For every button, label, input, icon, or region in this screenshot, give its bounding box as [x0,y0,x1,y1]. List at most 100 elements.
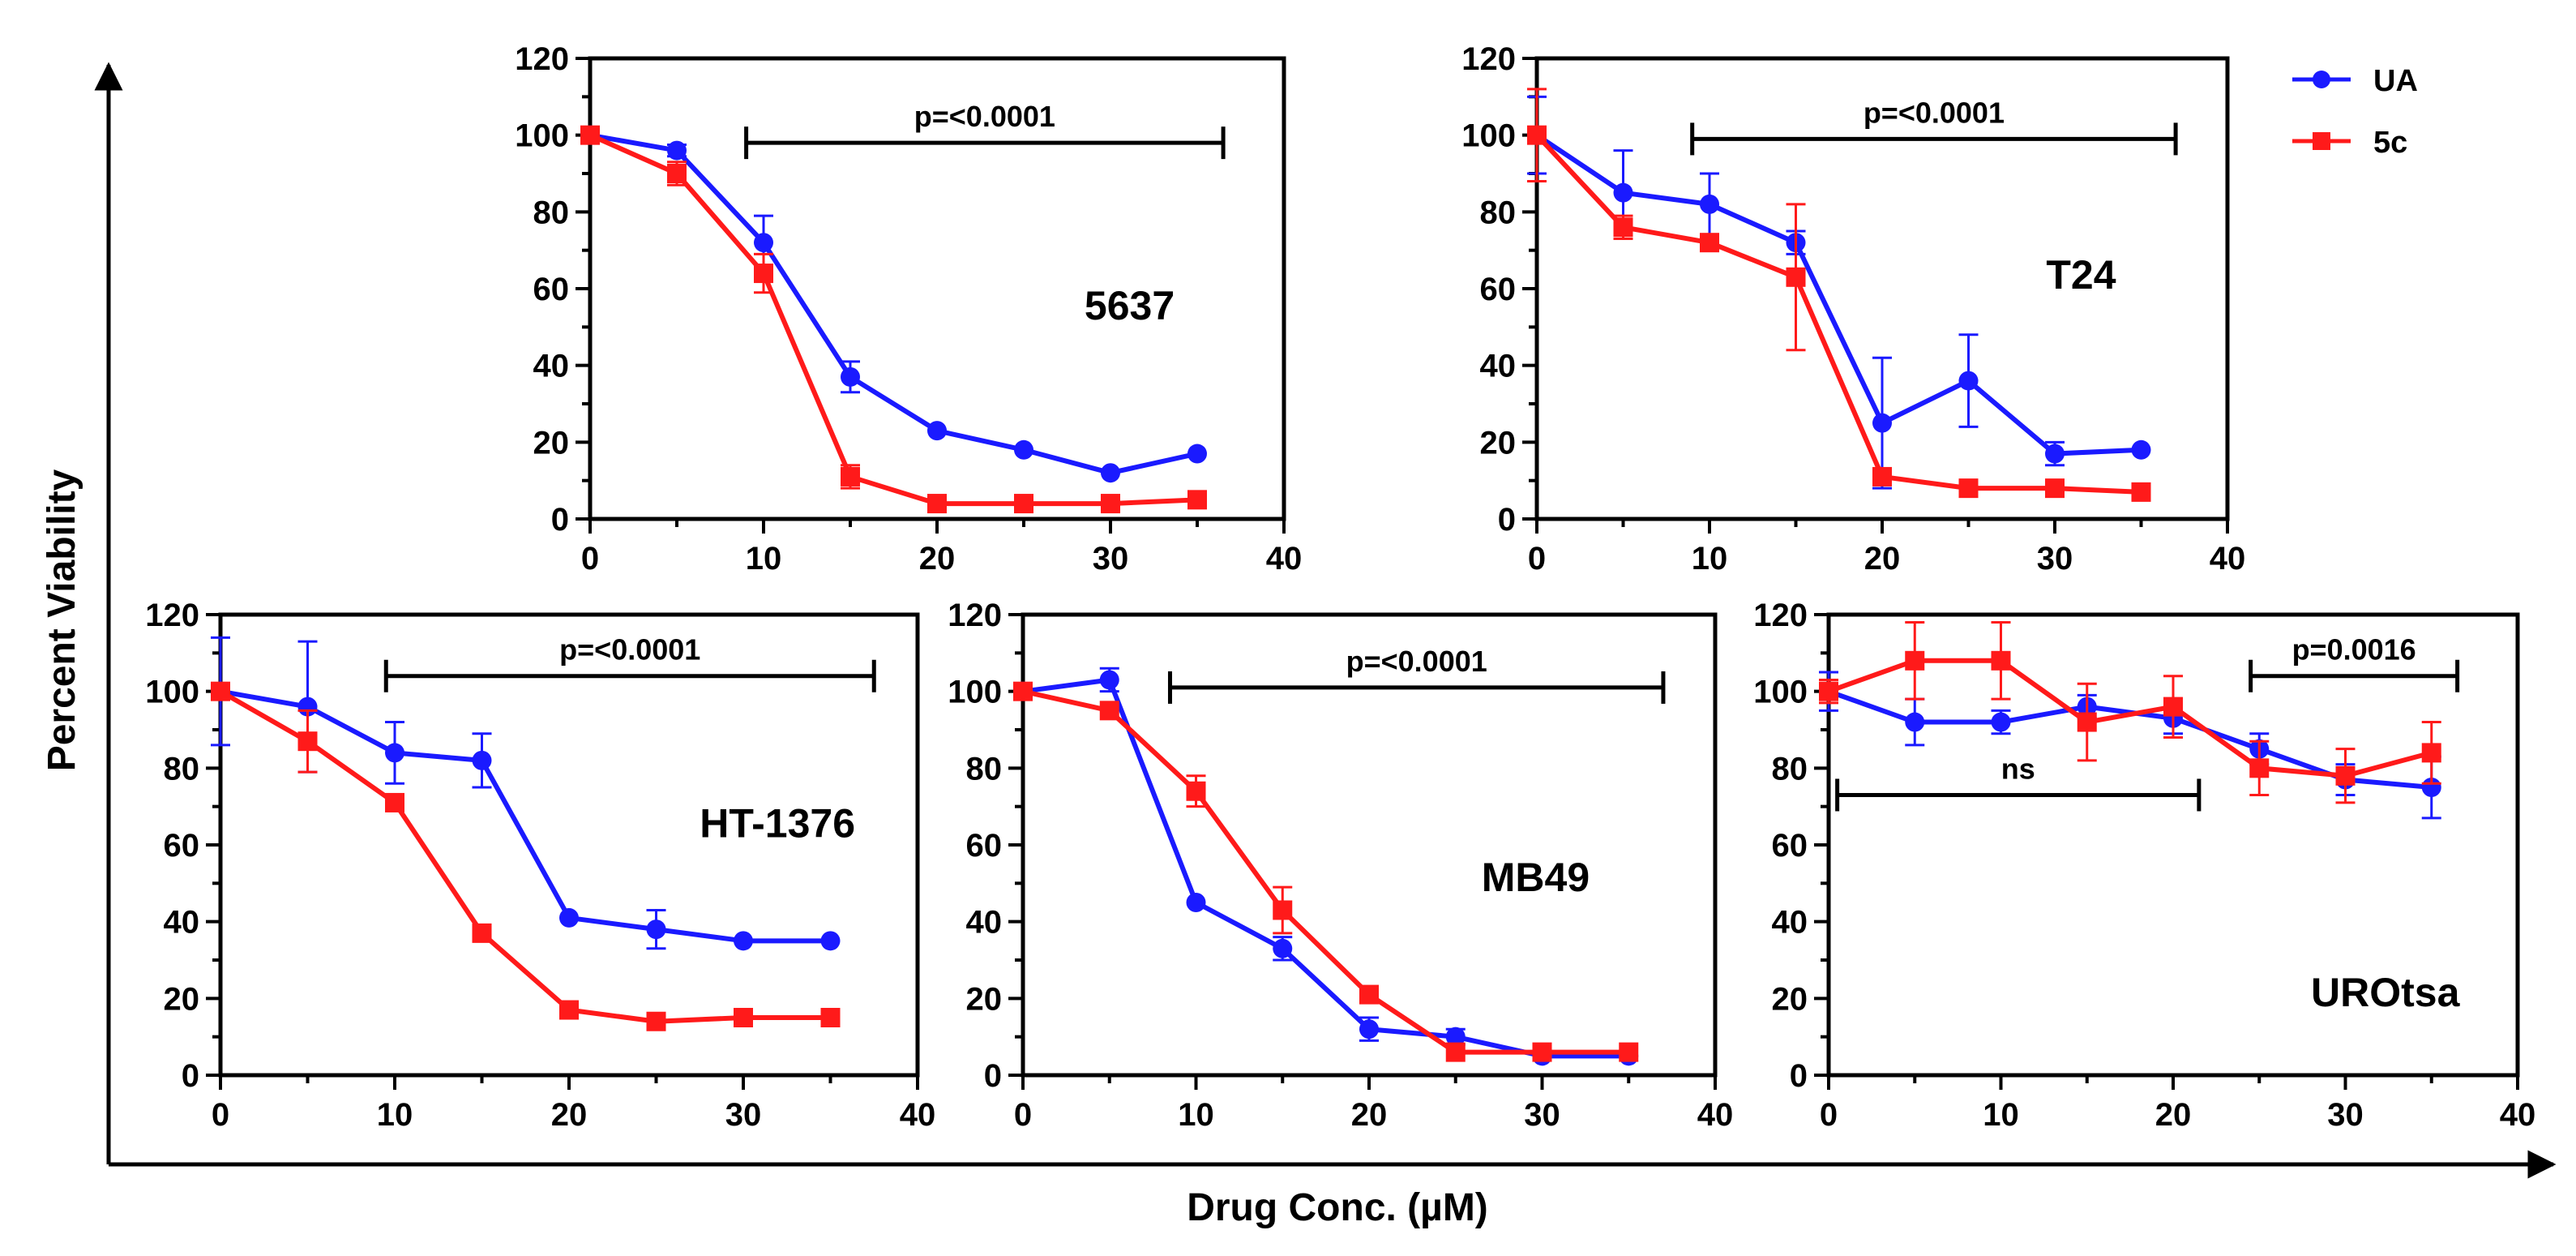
y-tick-label-urotsa: 40 [1772,905,1808,941]
x-tick-label-mb49: 10 [1178,1097,1214,1133]
plot-frame-mb49 [1021,612,1718,1078]
x-tick-label-t24: 0 [1528,541,1546,577]
y-axis-label: Percent Viability [41,469,83,771]
x-tick-label-5637: 20 [919,541,956,577]
data-point-ua-t24 [2045,444,2065,464]
data-point-5c-mb49 [1532,1042,1552,1062]
data-point-5c-urotsa [2163,697,2183,717]
x-tick-label-t24: 20 [1864,541,1901,577]
data-point-ua-mb49 [1186,893,1206,912]
data-point-ua-t24 [1958,371,1979,391]
significance-label-5637: p=<0.0001 [914,100,1055,133]
y-tick-label-urotsa: 0 [1790,1058,1808,1094]
data-point-5c-urotsa [2077,712,2097,732]
y-tick-label-mb49: 80 [966,751,1003,787]
data-point-5c-urotsa [2335,765,2356,786]
y-tick-label-5637: 80 [533,195,570,230]
data-point-5c-urotsa [2421,743,2441,763]
data-point-5c-mb49 [1273,900,1293,920]
data-point-ua-mb49 [1359,1019,1379,1040]
data-point-5c-5637 [754,264,773,284]
y-tick-label-5637: 120 [515,41,569,77]
series-line-ua-t24 [1535,133,2142,457]
x-tick-label-mb49: 0 [1014,1097,1032,1133]
series-line-5c-mb49 [1022,688,1629,1055]
data-point-5c-mb49 [1099,701,1119,721]
y-tick-label-urotsa: 80 [1772,751,1808,787]
significance-label-mb49: p=<0.0001 [1346,645,1487,678]
data-point-5c-5637 [580,125,600,145]
x-tick-label-mb49: 20 [1351,1097,1388,1133]
cell-line-label-5637: 5637 [1085,283,1175,328]
x-tick-label-t24: 10 [1692,541,1728,577]
y-tick-label-mb49: 20 [966,981,1003,1017]
data-point-5c-mb49 [1445,1042,1466,1062]
series-line-5c-t24 [1534,133,2142,495]
data-point-ua-5637 [1014,439,1033,460]
data-point-5c-t24 [1958,478,1979,499]
y-tick-label-5637: 60 [533,272,570,307]
y-tick-label-ht-1376: 80 [164,751,200,787]
significance-label-urotsa: ns [2001,752,2035,785]
x-tick-label-5637: 30 [1093,541,1129,577]
x-tick-label-5637: 40 [1266,541,1303,577]
data-point-5c-t24 [2045,478,2065,499]
data-point-ua-ht-1376 [472,750,492,770]
panel-5637: 0 20 40 60 80 100 120 0 10 20 30 40 5637 p=<0.0001 [515,41,1302,577]
data-point-5c-mb49 [1186,781,1206,801]
significance-label-urotsa: p=0.0016 [2292,633,2416,667]
y-tick-label-urotsa: 120 [1753,598,1808,633]
y-tick-label-urotsa: 100 [1753,675,1808,710]
y-tick-label-urotsa: 20 [1772,981,1808,1017]
data-point-ua-mb49 [1099,670,1119,690]
data-point-ua-ht-1376 [734,931,753,951]
y-tick-label-mb49: 100 [948,675,1002,710]
legend-item-ua: UA [2292,64,2418,98]
panel-t24: 0 20 40 60 80 100 120 0 10 20 30 40 T24 p=<0.0001 [1461,41,2245,577]
data-point-ua-ht-1376 [820,931,841,951]
data-point-5c-5637 [1014,494,1033,514]
data-point-ua-5637 [927,421,947,441]
data-point-ua-t24 [2131,439,2151,460]
data-point-5c-5637 [841,466,860,487]
cell-line-label-t24: T24 [2046,252,2116,298]
data-point-5c-mb49 [1359,984,1379,1005]
y-tick-label-5637: 0 [551,502,569,538]
x-tick-label-ht-1376: 0 [212,1097,229,1133]
x-tick-label-ht-1376: 20 [551,1097,588,1133]
y-tick-label-ht-1376: 60 [164,828,200,864]
data-point-5c-5637 [1187,490,1207,510]
data-point-ua-ht-1376 [559,907,579,928]
y-tick-label-t24: 20 [1480,425,1517,461]
y-tick-label-mb49: 0 [984,1058,1002,1094]
legend-ua-label: UA [2373,64,2418,98]
data-point-5c-t24 [1613,217,1633,238]
cell-line-label-mb49: MB49 [1482,855,1590,900]
significance-label-t24: p=<0.0001 [1864,96,2005,129]
legend-ua-marker [2313,71,2330,88]
data-point-5c-ht-1376 [472,923,492,943]
data-point-5c-ht-1376 [211,681,230,701]
x-tick-label-urotsa: 30 [2327,1097,2364,1133]
legend-item-5c: 5c [2292,126,2407,160]
x-tick-label-urotsa: 0 [1820,1097,1838,1133]
data-point-5c-ht-1376 [385,792,404,812]
x-tick-label-mb49: 30 [1524,1097,1560,1133]
data-point-ua-ht-1376 [646,919,666,940]
y-tick-label-mb49: 120 [948,598,1002,633]
panel-urotsa: 0 20 40 60 80 100 120 0 10 20 30 40 UROtsa ns p=0.0016 [1753,598,2535,1133]
data-point-5c-urotsa [1819,681,1838,701]
data-point-5c-t24 [1786,267,1806,287]
y-tick-label-ht-1376: 120 [145,598,199,633]
data-point-5c-ht-1376 [646,1011,666,1031]
y-tick-label-t24: 100 [1461,118,1516,154]
data-point-5c-ht-1376 [559,1000,579,1020]
legend-5c-label: 5c [2373,126,2407,160]
data-point-5c-5637 [927,494,947,514]
y-tick-label-t24: 40 [1480,349,1517,384]
legend-5c-marker [2313,132,2330,150]
data-point-5c-ht-1376 [734,1008,753,1027]
data-point-5c-t24 [1527,125,1547,145]
x-tick-label-t24: 30 [2037,541,2073,577]
data-point-ua-mb49 [1273,938,1293,958]
